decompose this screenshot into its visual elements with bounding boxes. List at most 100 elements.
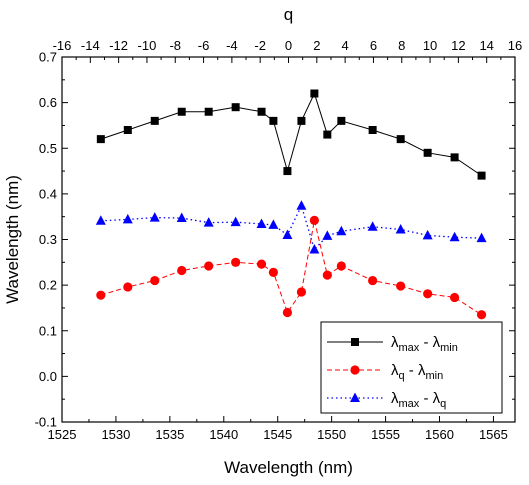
y-tick-label: 0.5 <box>39 141 57 156</box>
data-point-max-q <box>282 229 293 239</box>
legend-label-max-min: λmax​ - λmin​ <box>391 334 458 354</box>
data-point-q-min <box>123 282 133 292</box>
x-tick-label: 1565 <box>479 427 508 442</box>
data-point-max-q <box>268 219 279 229</box>
data-point-q-min <box>309 215 319 225</box>
y-tick-label: -0.1 <box>35 415 57 430</box>
x-tick-label: 1530 <box>101 427 130 442</box>
data-point-q-min <box>231 257 241 267</box>
data-point-max-min <box>310 89 319 98</box>
data-point-max-q <box>309 244 320 254</box>
legend-marker-max-q <box>350 392 360 402</box>
data-point-max-min <box>96 135 105 144</box>
x2-tick-label: -16 <box>53 38 72 53</box>
y-tick-label: 0.6 <box>39 95 57 110</box>
legend-label-max-q: λmax​ - λq​ <box>391 390 446 410</box>
x-tick-label: 1555 <box>371 427 400 442</box>
data-point-max-q <box>449 231 460 242</box>
x2-tick-label: -14 <box>81 38 100 53</box>
data-point-q-min <box>322 270 332 280</box>
data-point-max-q <box>422 229 433 240</box>
x-tick-label: 1550 <box>317 427 346 442</box>
y-axis-ticks: -0.1 0.0 0.1 0.2 0.3 0.4 0.5 0.6 0.7 <box>35 50 515 430</box>
x-axis-title: Wavelength (nm) <box>224 458 353 477</box>
data-point-max-q <box>395 223 406 234</box>
x2-tick-label: -10 <box>138 38 157 53</box>
series-lines <box>100 92 482 316</box>
data-point-max-q <box>336 225 347 236</box>
data-point-q-min <box>423 289 433 299</box>
legend-marker-q-min <box>350 365 360 375</box>
x2-tick-label: 10 <box>423 38 437 53</box>
data-point-max-q <box>367 221 378 231</box>
x2-tick-label: 4 <box>342 38 349 53</box>
data-point-max-min <box>177 107 186 116</box>
y-tick-label: 0.7 <box>39 50 57 65</box>
data-point-max-min <box>323 130 332 139</box>
y-tick-label: 0.2 <box>39 278 57 293</box>
data-point-q-min <box>96 290 106 300</box>
data-point-max-min <box>297 116 306 125</box>
data-point-max-min <box>477 171 486 180</box>
x2-tick-label: -6 <box>198 38 210 53</box>
data-point-max-q <box>256 218 267 228</box>
data-point-max-q <box>122 213 133 224</box>
data-point-max-min <box>283 167 292 176</box>
data-point-max-min <box>368 126 377 134</box>
x2-tick-label: -12 <box>109 38 128 53</box>
data-point-max-min <box>123 126 132 134</box>
data-point-q-min <box>476 310 487 320</box>
x-tick-label: 1560 <box>425 427 454 442</box>
x-tick-label: 1525 <box>48 427 77 442</box>
data-point-max-min <box>337 116 346 125</box>
data-point-max-min <box>150 116 159 125</box>
x2-tick-label: 0 <box>285 38 292 53</box>
x2-tick-label: 6 <box>370 38 377 53</box>
x2-axis-title: q <box>284 5 293 24</box>
data-point-q-min <box>336 261 346 271</box>
data-point-q-min <box>268 267 278 277</box>
data-point-q-min <box>450 292 460 303</box>
data-point-max-min <box>450 153 459 162</box>
data-point-max-min <box>423 148 432 157</box>
data-point-max-q <box>296 200 307 210</box>
x2-tick-label: 16 <box>508 38 522 53</box>
data-point-q-min <box>177 265 187 276</box>
legend-marker-max-min <box>351 338 359 346</box>
x2-tick-label: -8 <box>169 38 181 53</box>
x-tick-label: 1540 <box>209 427 238 442</box>
y-axis-title: Wavelength (nm) <box>3 175 22 304</box>
data-point-max-min <box>257 107 266 116</box>
data-point-q-min <box>296 287 307 297</box>
data-point-q-min <box>204 261 214 271</box>
series-line-q-min <box>100 220 482 316</box>
series-markers <box>95 89 487 320</box>
x-axis-ticks: 1525 1530 1535 1540 1545 1550 1555 1560 1565 <box>48 416 508 442</box>
data-point-max-q <box>149 212 160 222</box>
legend-label-q-min: λq​ - λmin​ <box>391 362 443 382</box>
data-point-max-min <box>269 116 278 125</box>
data-point-max-q <box>176 212 187 223</box>
y-tick-label: 0.0 <box>39 369 57 384</box>
data-point-max-q <box>230 216 241 227</box>
x2-tick-label: 2 <box>313 38 320 53</box>
x2-axis-ticks: -16 -14 -12 -10 -8 -6 -4 -2 0 2 4 6 8 10 12 14 16 <box>53 38 522 63</box>
x2-tick-label: 14 <box>479 38 493 53</box>
data-point-q-min <box>396 281 406 291</box>
data-point-q-min <box>282 307 293 318</box>
x2-tick-label: -2 <box>254 38 266 53</box>
y-tick-label: 0.4 <box>39 186 57 201</box>
data-point-max-min <box>396 135 405 144</box>
x2-tick-label: -4 <box>226 38 238 53</box>
data-point-q-min <box>150 275 160 286</box>
y-tick-label: 0.3 <box>39 232 57 247</box>
series-line-max-min <box>100 92 482 177</box>
data-point-q-min <box>256 259 267 269</box>
x2-tick-label: 12 <box>451 38 465 53</box>
x-tick-label: 1535 <box>155 427 184 442</box>
data-point-q-min <box>368 275 378 286</box>
data-point-max-min <box>204 107 213 116</box>
data-point-max-q <box>203 217 214 227</box>
data-point-max-q <box>95 215 106 225</box>
